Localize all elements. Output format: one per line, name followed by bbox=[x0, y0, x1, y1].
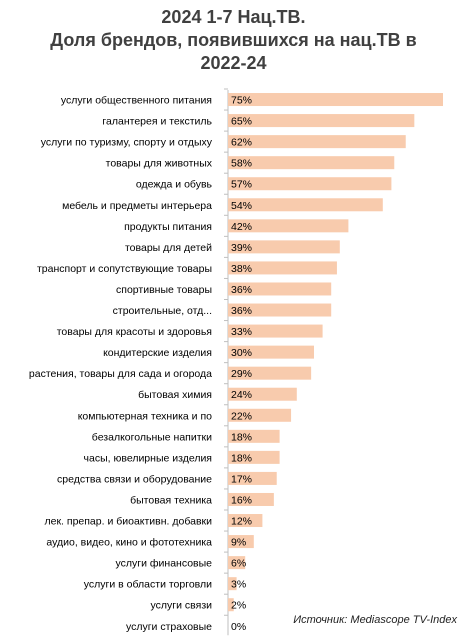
bar bbox=[228, 93, 443, 107]
category-label: товары для красоты и здоровья bbox=[57, 326, 212, 338]
bar bbox=[228, 514, 263, 528]
chart-title: 2024 1-7 Нац.ТВ. Доля брендов, появивших… bbox=[0, 6, 467, 75]
data-label: 39% bbox=[231, 242, 252, 254]
category-label: транспорт и сопутствующие товары bbox=[37, 263, 212, 275]
data-label: 62% bbox=[231, 137, 252, 149]
bar bbox=[228, 198, 383, 212]
data-label: 54% bbox=[231, 200, 252, 212]
data-label: 22% bbox=[231, 410, 252, 422]
bar bbox=[228, 387, 297, 401]
data-label: 36% bbox=[231, 305, 252, 317]
data-label: 2% bbox=[231, 600, 246, 612]
bar bbox=[228, 177, 392, 191]
bar bbox=[228, 429, 280, 443]
data-label: 29% bbox=[231, 368, 252, 380]
category-label: безалкогольные напитки bbox=[92, 431, 212, 443]
bar bbox=[228, 492, 274, 506]
bar bbox=[228, 156, 395, 170]
data-label: 0% bbox=[231, 621, 246, 633]
data-label: 12% bbox=[231, 516, 252, 528]
bar bbox=[228, 282, 332, 296]
data-label: 75% bbox=[231, 95, 252, 107]
category-label: спортивные товары bbox=[116, 284, 212, 296]
bar bbox=[228, 240, 340, 254]
chart-title-line: 2022-24 bbox=[200, 53, 267, 73]
bar bbox=[228, 324, 323, 338]
data-label: 57% bbox=[231, 179, 252, 191]
category-label: галантерея и текстиль bbox=[102, 116, 212, 128]
category-label: кондитерские изделия bbox=[103, 347, 212, 359]
category-label: мебель и предметы интерьера bbox=[62, 200, 212, 212]
category-label: часы, ювелирные изделия bbox=[84, 452, 212, 464]
bar bbox=[228, 366, 312, 380]
bar bbox=[228, 408, 292, 422]
category-label: товары для животных bbox=[106, 158, 213, 170]
data-label: 33% bbox=[231, 326, 252, 338]
chart-title-line: Доля брендов, появившихся на нац.ТВ в bbox=[50, 30, 417, 50]
bar bbox=[228, 261, 337, 275]
bar bbox=[228, 577, 237, 591]
data-label: 18% bbox=[231, 431, 252, 443]
data-label: 16% bbox=[231, 494, 252, 506]
category-label: строительные, отд... bbox=[113, 305, 212, 317]
data-label: 58% bbox=[231, 158, 252, 170]
bar bbox=[228, 345, 314, 359]
bar bbox=[228, 556, 246, 570]
bar bbox=[228, 219, 349, 233]
category-label: услуги страховые bbox=[126, 621, 212, 633]
category-label: продукты питания bbox=[124, 221, 212, 233]
data-label: 42% bbox=[231, 221, 252, 233]
bar bbox=[228, 598, 234, 612]
data-label: 3% bbox=[231, 579, 246, 591]
chart-title-line: 2024 1-7 Нац.ТВ. bbox=[161, 7, 306, 27]
data-label: 30% bbox=[231, 347, 252, 359]
bar bbox=[228, 135, 406, 149]
category-label: бытовая техника bbox=[130, 494, 212, 506]
data-label: 9% bbox=[231, 537, 246, 549]
category-label: аудио, видео, кино и фототехника bbox=[46, 537, 212, 549]
bar bbox=[228, 535, 254, 549]
data-label: 24% bbox=[231, 389, 252, 401]
category-label: компьютерная техника и по bbox=[78, 410, 212, 422]
category-label: товары для детей bbox=[125, 242, 212, 254]
data-label: 36% bbox=[231, 284, 252, 296]
category-label: услуги по туризму, спорту и отдыху bbox=[41, 137, 213, 149]
data-label: 18% bbox=[231, 452, 252, 464]
category-label: услуги финансовые bbox=[116, 558, 213, 570]
category-label: услуги в области торговли bbox=[84, 579, 212, 591]
data-label: 6% bbox=[231, 558, 246, 570]
bar bbox=[228, 303, 332, 317]
data-label: 65% bbox=[231, 116, 252, 128]
category-label: услуги связи bbox=[151, 600, 213, 612]
category-label: растения, товары для сада и огорода bbox=[29, 368, 212, 380]
category-label: одежда и обувь bbox=[136, 179, 213, 191]
bar bbox=[228, 114, 415, 128]
data-label: 17% bbox=[231, 473, 252, 485]
category-label: средства связи и оборудование bbox=[57, 473, 212, 485]
source-note: Источник: Mediascope TV-Index bbox=[293, 614, 457, 626]
data-label: 38% bbox=[231, 263, 252, 275]
bar bbox=[228, 471, 277, 485]
category-label: бытовая химия bbox=[138, 389, 212, 401]
category-label: услуги общественного питания bbox=[61, 95, 212, 107]
category-label: лек. препар. и биоактивн. добавки bbox=[44, 516, 212, 528]
bar bbox=[228, 450, 280, 464]
